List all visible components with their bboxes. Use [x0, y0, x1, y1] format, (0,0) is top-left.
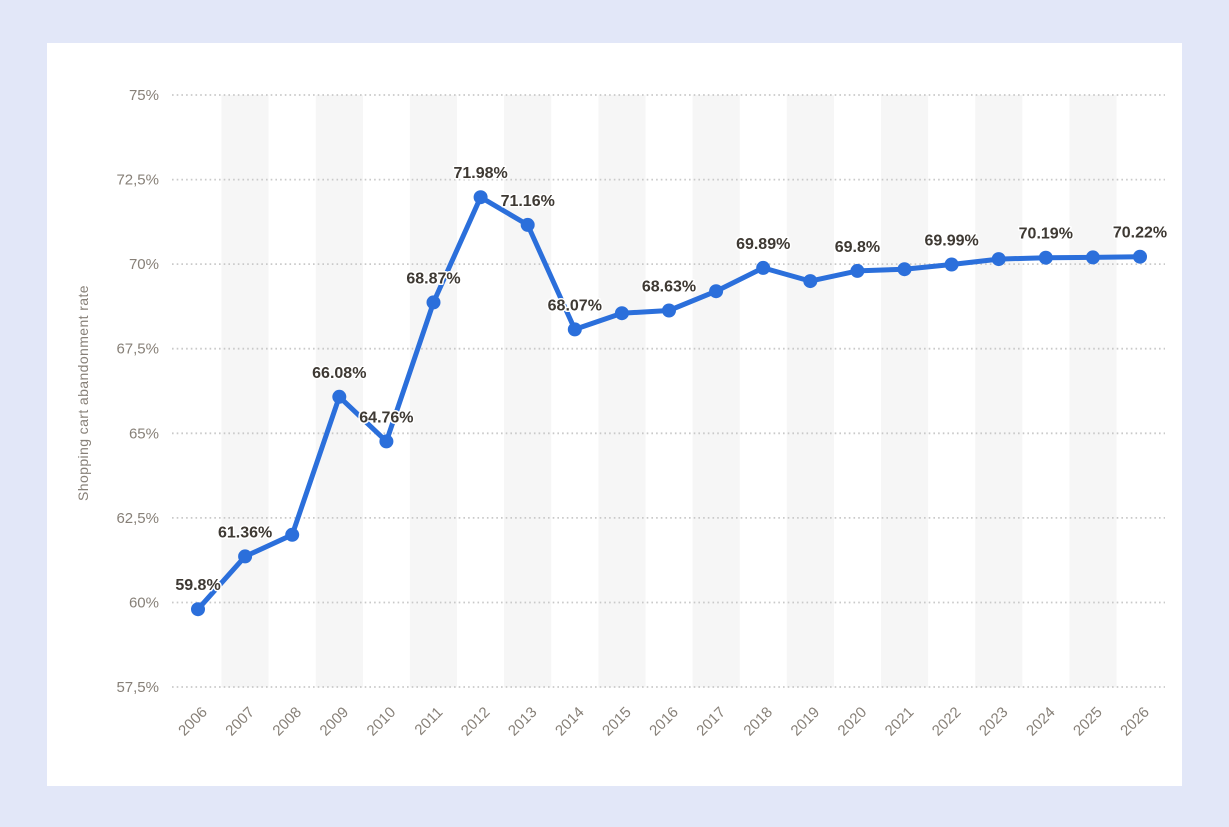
x-tick-2026: 2026	[1117, 704, 1153, 740]
x-tick-2011: 2011	[411, 704, 446, 739]
x-tick-2025: 2025	[1070, 704, 1106, 740]
data-point-2022[interactable]	[944, 257, 959, 272]
data-point-2008[interactable]	[285, 527, 300, 542]
x-tick-2020: 2020	[835, 704, 871, 740]
data-point-2020[interactable]	[850, 263, 865, 278]
data-point-2014[interactable]	[567, 322, 582, 337]
data-point-2018[interactable]	[756, 260, 771, 275]
x-tick-2016: 2016	[646, 704, 682, 740]
line-chart: 75% 72,5% 70% 67,5% 65% 62,5% 60% 57,5% Shopping…	[75, 87, 1169, 740]
x-tick-2010: 2010	[364, 704, 400, 740]
data-point-2025[interactable]	[1085, 250, 1100, 265]
data-point-2015[interactable]	[614, 306, 629, 321]
y-tick-62,5%: 62,5%	[116, 510, 159, 527]
point-label-2016: 68.63%	[642, 279, 696, 296]
x-tick-2019: 2019	[788, 704, 824, 740]
x-tick-2024: 2024	[1023, 704, 1059, 740]
data-point-2026[interactable]	[1133, 249, 1147, 264]
x-tick-2022: 2022	[929, 704, 965, 740]
y-tick-65%: 65%	[129, 425, 159, 442]
data-point-2023[interactable]	[991, 252, 1006, 267]
data-point-2007[interactable]	[238, 549, 253, 564]
column-stripe-2025	[1069, 95, 1117, 688]
column-stripe-2007	[221, 95, 269, 688]
data-point-2016[interactable]	[662, 303, 676, 318]
y-tick-70%: 70%	[129, 256, 159, 273]
data-point-2013[interactable]	[520, 217, 535, 232]
point-label-2020: 69.8%	[835, 239, 880, 256]
x-tick-2009: 2009	[317, 704, 353, 740]
x-tick-2014: 2014	[552, 704, 588, 740]
column-stripe-2017	[692, 95, 740, 688]
x-tick-2018: 2018	[740, 704, 776, 740]
x-tick-2008: 2008	[269, 704, 305, 740]
data-point-2019[interactable]	[803, 274, 818, 289]
point-label-2024: 70.19%	[1019, 226, 1073, 243]
data-point-2006[interactable]	[191, 602, 205, 617]
x-tick-2006: 2006	[175, 704, 211, 740]
data-point-2011[interactable]	[426, 295, 441, 310]
data-point-2017[interactable]	[709, 284, 724, 299]
point-label-2022: 69.99%	[924, 233, 978, 250]
point-label-2012: 71.98%	[453, 165, 507, 182]
point-label-2011: 68.87%	[406, 270, 460, 287]
column-stripe-2013	[504, 95, 552, 688]
x-tick-2023: 2023	[976, 704, 1012, 740]
point-label-2007: 61.36%	[218, 524, 272, 541]
y-tick-72,5%: 72,5%	[116, 172, 159, 189]
point-label-2013: 71.16%	[501, 193, 555, 210]
point-label-2010: 64.76%	[359, 409, 413, 426]
column-stripe-2015	[598, 95, 646, 688]
x-tick-2007: 2007	[222, 704, 258, 740]
x-tick-2015: 2015	[599, 704, 635, 740]
y-tick-57,5%: 57,5%	[116, 679, 159, 696]
point-label-2018: 69.89%	[736, 236, 790, 253]
column-stripe-2023	[975, 95, 1023, 688]
chart-card: 75% 72,5% 70% 67,5% 65% 62,5% 60% 57,5% Shopping…	[47, 43, 1182, 786]
y-axis-title: Shopping cart abandonment rate	[75, 285, 91, 501]
x-tick-2021: 2021	[882, 704, 918, 740]
point-label-2009: 66.08%	[312, 365, 366, 382]
data-point-2021[interactable]	[897, 262, 912, 277]
point-label-2026: 70.22%	[1113, 225, 1167, 242]
data-point-2024[interactable]	[1038, 250, 1053, 265]
y-tick-67,5%: 67,5%	[116, 341, 159, 358]
data-point-2009[interactable]	[332, 389, 347, 404]
column-stripe-2019	[786, 95, 834, 688]
point-label-2014: 68.07%	[548, 297, 602, 314]
data-point-2010[interactable]	[379, 434, 394, 449]
y-tick-60%: 60%	[129, 595, 159, 612]
column-stripe-2021	[881, 95, 929, 688]
point-label-2006: 59.8%	[175, 577, 220, 594]
y-tick-75%: 75%	[129, 87, 159, 104]
column-stripe-2011	[409, 95, 457, 688]
data-point-2012[interactable]	[473, 190, 488, 205]
x-tick-2017: 2017	[693, 704, 729, 740]
x-tick-2012: 2012	[458, 704, 494, 740]
x-tick-2013: 2013	[505, 704, 541, 740]
